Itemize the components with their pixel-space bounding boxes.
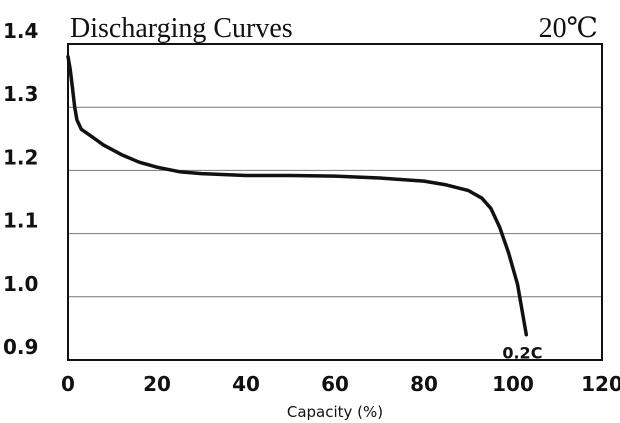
x-tick-labels: 0 20 40 60 80 100 120 bbox=[61, 372, 620, 396]
x-tick-100: 100 bbox=[492, 372, 534, 396]
x-tick-0: 0 bbox=[61, 372, 75, 396]
y-tick-1_1: 1.1 bbox=[3, 209, 38, 233]
temperature-label: 20℃ bbox=[539, 13, 598, 44]
gridlines bbox=[68, 43, 602, 298]
x-tick-40: 40 bbox=[232, 372, 260, 396]
y-tick-1_2: 1.2 bbox=[3, 145, 38, 169]
chart-title: Discharging Curves bbox=[70, 13, 293, 44]
y-tick-0_9: 0.9 bbox=[3, 335, 38, 359]
y-tick-1_3: 1.3 bbox=[3, 82, 38, 106]
x-tick-120: 120 bbox=[581, 372, 620, 396]
y-tick-1_0: 1.0 bbox=[3, 272, 38, 296]
series-label-0: 0.2C bbox=[502, 344, 542, 363]
x-axis-label: Capacity (%) bbox=[287, 403, 383, 421]
y-tick-labels: 1.4 1.3 1.2 1.1 1.0 0.9 bbox=[3, 19, 38, 359]
series-line-0 bbox=[66, 54, 529, 337]
y-tick-1_4: 1.4 bbox=[3, 19, 38, 43]
plot-frame bbox=[67, 43, 603, 361]
x-tick-60: 60 bbox=[321, 372, 349, 396]
x-tick-80: 80 bbox=[410, 372, 438, 396]
series-group: 0.2C bbox=[66, 54, 542, 363]
x-tick-20: 20 bbox=[143, 372, 171, 396]
